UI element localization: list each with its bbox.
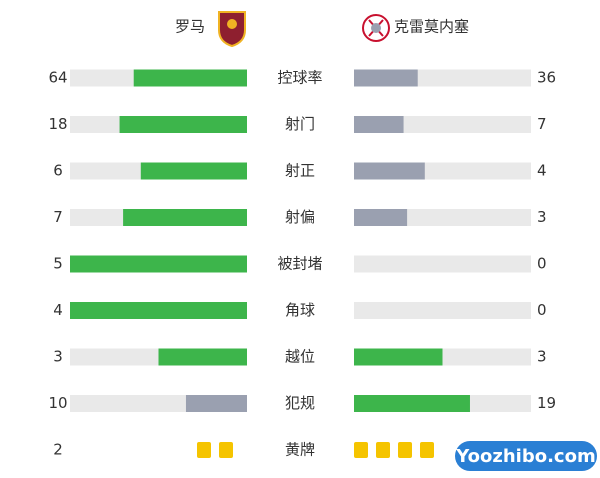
away-bar (354, 395, 470, 412)
away-bar (354, 209, 408, 226)
home-value: 6 (53, 162, 63, 180)
home-bar (140, 162, 247, 180)
home-value: 64 (48, 69, 67, 87)
home-bar (123, 209, 247, 226)
home-value: 18 (48, 115, 67, 133)
watermark: Yoozhibo.com (455, 441, 597, 471)
away-value: 0 (537, 255, 547, 273)
away-value: 3 (537, 348, 547, 366)
away-bar (354, 348, 443, 366)
away-value: 19 (537, 394, 556, 412)
home-value: 4 (53, 301, 63, 319)
stat-label: 射偏 (285, 208, 315, 226)
yellow-card (376, 442, 390, 458)
bar-track (354, 255, 531, 273)
stat-label: 角球 (285, 301, 315, 319)
stat-label: 被封堵 (277, 255, 322, 273)
home-bar (70, 255, 247, 273)
away-bar (354, 69, 418, 87)
stat-label: 射正 (285, 162, 315, 180)
watermark-text: Yoozhibo.com (455, 446, 595, 467)
home-bar (185, 395, 247, 412)
yellow-card (354, 442, 368, 458)
home-bar (158, 348, 247, 366)
away-bar (354, 116, 404, 133)
yellow-card (420, 442, 434, 458)
home-team-name: 罗马 (175, 18, 205, 36)
away-value: 0 (537, 301, 547, 319)
bar-track (354, 302, 531, 319)
yellow-card (398, 442, 412, 458)
home-logo (218, 11, 246, 48)
away-value: 3 (537, 208, 547, 226)
stat-label: 黄牌 (285, 441, 315, 459)
home-value: 5 (53, 255, 63, 273)
home-bar (70, 302, 247, 319)
home-value: 10 (48, 394, 67, 412)
away-value: 4 (537, 162, 547, 180)
home-bar (119, 116, 247, 133)
yellow-card (219, 442, 233, 458)
stat-label: 越位 (285, 348, 315, 366)
stat-label: 控球率 (277, 69, 322, 87)
away-value: 7 (537, 115, 547, 133)
home-value: 7 (53, 208, 63, 226)
stat-label: 犯规 (285, 394, 315, 412)
home-value: 2 (53, 441, 63, 459)
away-team-name: 克雷莫内塞 (394, 18, 469, 36)
home-bar (133, 69, 247, 87)
stat-label: 射门 (285, 115, 315, 133)
away-bar (354, 162, 425, 180)
away-logo (362, 14, 390, 42)
home-value: 3 (53, 348, 63, 366)
yellow-card (197, 442, 211, 458)
away-value: 36 (537, 69, 556, 87)
